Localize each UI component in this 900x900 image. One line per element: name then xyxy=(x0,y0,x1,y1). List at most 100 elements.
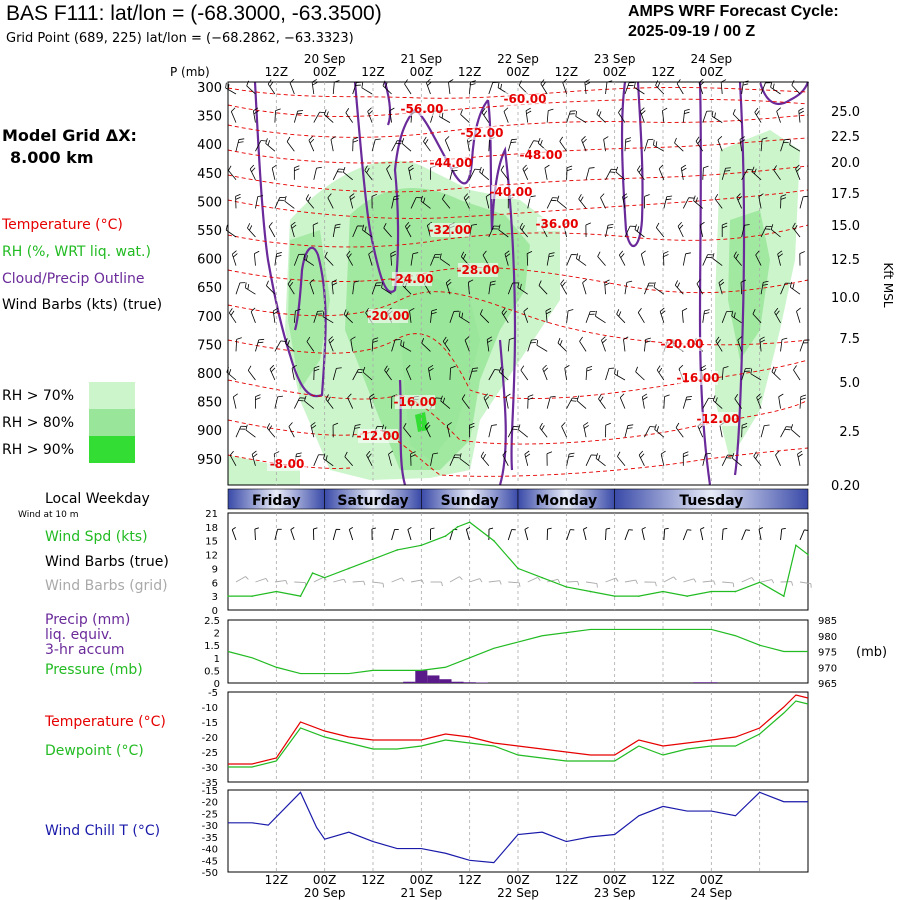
wind-speed-point xyxy=(493,539,495,542)
wind-barb xyxy=(741,80,749,95)
grid-point-label: Grid Point (689, 225) lat/lon = (−68.286… xyxy=(6,31,354,46)
barb-staff xyxy=(526,253,529,266)
barb-flag xyxy=(664,527,669,530)
barb-flag xyxy=(640,107,645,112)
barb-flag xyxy=(677,221,682,227)
barb-staff xyxy=(714,198,723,209)
barb-flag xyxy=(655,141,658,147)
barb-staff xyxy=(760,82,766,95)
barb-flag xyxy=(324,251,328,257)
wind-barb xyxy=(771,366,781,381)
barb-flag xyxy=(440,395,443,402)
wind-barb xyxy=(293,165,300,180)
barb-flag xyxy=(416,197,422,199)
barb-staff xyxy=(718,282,723,295)
barb-flag xyxy=(663,254,669,257)
barb-flag xyxy=(290,221,296,226)
barb-flag xyxy=(505,393,511,398)
barb-staff xyxy=(488,82,494,95)
barb-flag xyxy=(659,307,665,312)
barb-flag xyxy=(497,82,500,88)
grid-wind-barb xyxy=(547,578,561,584)
wind-barb xyxy=(546,252,555,266)
barb-flag xyxy=(323,453,326,459)
barb-flag xyxy=(750,368,753,374)
wind-barb xyxy=(247,223,256,238)
height-tick: 7.5 xyxy=(839,332,860,347)
barb-flag xyxy=(442,336,447,342)
wind-speed-point xyxy=(613,595,616,597)
barb-staff xyxy=(327,197,334,209)
wind-barb xyxy=(303,253,315,266)
wind-barb xyxy=(464,336,470,352)
barb-flag xyxy=(701,368,707,372)
barb-flag xyxy=(618,311,622,317)
barb-flag xyxy=(247,284,250,290)
wind-barb xyxy=(718,279,725,295)
wind-barb xyxy=(714,194,723,209)
wind-barb xyxy=(575,253,587,266)
surface-wind-barb xyxy=(430,527,435,540)
barb-flag xyxy=(674,280,679,286)
barb-flag xyxy=(488,527,494,530)
wind-barb xyxy=(702,452,711,466)
precip-bar xyxy=(403,681,416,683)
barb-staff xyxy=(505,396,509,409)
barb-staff xyxy=(407,529,412,541)
wind-speed-tick: 3 xyxy=(212,592,218,603)
barb-flag xyxy=(376,282,382,284)
barb-flag xyxy=(364,226,367,232)
barb-flag xyxy=(653,281,656,288)
barb-flag xyxy=(277,528,282,530)
barb-staff xyxy=(579,341,587,352)
temperature-contour-label: -28.00 xyxy=(457,263,500,277)
barb-flag xyxy=(733,312,736,318)
barb-flag xyxy=(762,283,769,286)
wind-barb xyxy=(313,310,323,323)
barb-staff xyxy=(488,225,495,238)
barb-staff xyxy=(623,339,626,352)
barb-staff xyxy=(404,83,412,95)
barb-flag xyxy=(758,193,764,197)
barb-flag xyxy=(257,341,264,344)
barb-flag xyxy=(382,80,386,86)
barb-flag xyxy=(276,255,282,258)
wind-barb xyxy=(566,110,576,123)
wind-speed-point xyxy=(589,590,592,593)
barb-staff xyxy=(545,310,548,323)
precip-tick: 2 xyxy=(214,629,220,640)
barb-flag xyxy=(427,81,432,86)
barb-staff xyxy=(403,427,412,438)
wind-speed-tick: 18 xyxy=(205,523,218,534)
barb-staff xyxy=(449,367,451,381)
wind-barb xyxy=(386,164,392,180)
barb-flag xyxy=(332,282,338,286)
barb-flag xyxy=(325,394,329,400)
surface-wind-barb xyxy=(780,528,786,541)
barb-flag xyxy=(295,455,302,458)
barb-staff xyxy=(566,111,571,123)
barb-flag xyxy=(739,136,745,140)
barb-flag xyxy=(775,310,780,316)
barb-flag xyxy=(688,197,695,199)
precip-accum-label: 3-hr accum xyxy=(45,642,125,658)
barb-flag xyxy=(645,340,651,343)
barb-staff xyxy=(559,141,567,152)
barb-flag xyxy=(755,250,760,256)
barb-flag xyxy=(583,425,589,429)
wind-barb xyxy=(596,109,606,123)
barb-staff xyxy=(330,139,334,152)
surface-wind-barb xyxy=(371,527,377,541)
barb-staff xyxy=(576,400,587,409)
wind-barb xyxy=(653,281,665,295)
barb-staff xyxy=(293,110,299,123)
barb-flag xyxy=(346,250,351,256)
barb-staff xyxy=(522,168,529,180)
barb-flag xyxy=(663,251,669,254)
wind-barb xyxy=(364,165,373,181)
barb-staff xyxy=(308,140,315,152)
wind-barb xyxy=(702,165,709,180)
barb-staff xyxy=(231,254,237,266)
contour-label-bg xyxy=(537,217,577,231)
wind-speed-tick: 0 xyxy=(212,606,218,617)
